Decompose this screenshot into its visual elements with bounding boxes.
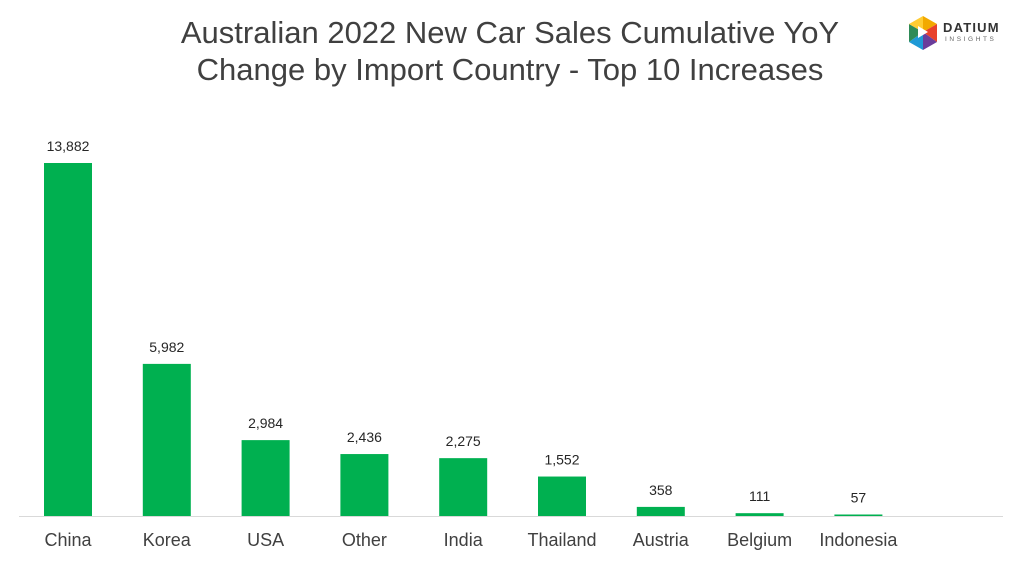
bar-china — [44, 163, 92, 516]
value-label-china: 13,882 — [47, 138, 90, 154]
chart-title-line-1: Australian 2022 New Car Sales Cumulative… — [180, 15, 840, 50]
datium-logo-icon — [909, 16, 937, 50]
bar-thailand — [538, 476, 586, 516]
bar-usa — [241, 440, 290, 516]
category-label-india: India — [444, 530, 484, 550]
value-label-usa: 2,984 — [248, 415, 283, 431]
value-label-india: 2,275 — [446, 433, 481, 449]
bar-india — [439, 458, 488, 516]
value-label-indonesia: 57 — [851, 490, 867, 506]
chart-title: Australian 2022 New Car Sales Cumulative… — [90, 14, 930, 88]
bar-belgium — [735, 513, 784, 516]
logo-subtitle: INSIGHTS — [945, 36, 997, 43]
value-label-other: 2,436 — [347, 429, 382, 445]
value-label-korea: 5,982 — [149, 339, 184, 355]
category-label-belgium: Belgium — [727, 530, 792, 550]
bar-indonesia — [834, 514, 883, 516]
datium-insights-logo: DATIUM INSIGHTS — [905, 14, 1017, 54]
value-label-thailand: 1,552 — [544, 452, 579, 468]
bar-austria — [636, 506, 685, 516]
category-label-usa: USA — [247, 530, 284, 550]
category-label-indonesia: Indonesia — [819, 530, 898, 550]
chart-title-line-2: Change by Import Country - Top 10 Increa… — [196, 52, 824, 87]
bar-other — [340, 454, 389, 516]
category-label-thailand: Thailand — [527, 530, 596, 550]
logo-name: DATIUM — [943, 20, 1000, 35]
category-label-korea: Korea — [143, 530, 192, 550]
category-label-austria: Austria — [633, 530, 690, 550]
category-label-other: Other — [342, 530, 387, 550]
category-label-china: China — [44, 530, 92, 550]
bar-korea — [142, 363, 191, 516]
value-label-belgium: 111 — [749, 488, 770, 504]
value-label-austria: 358 — [649, 482, 673, 498]
